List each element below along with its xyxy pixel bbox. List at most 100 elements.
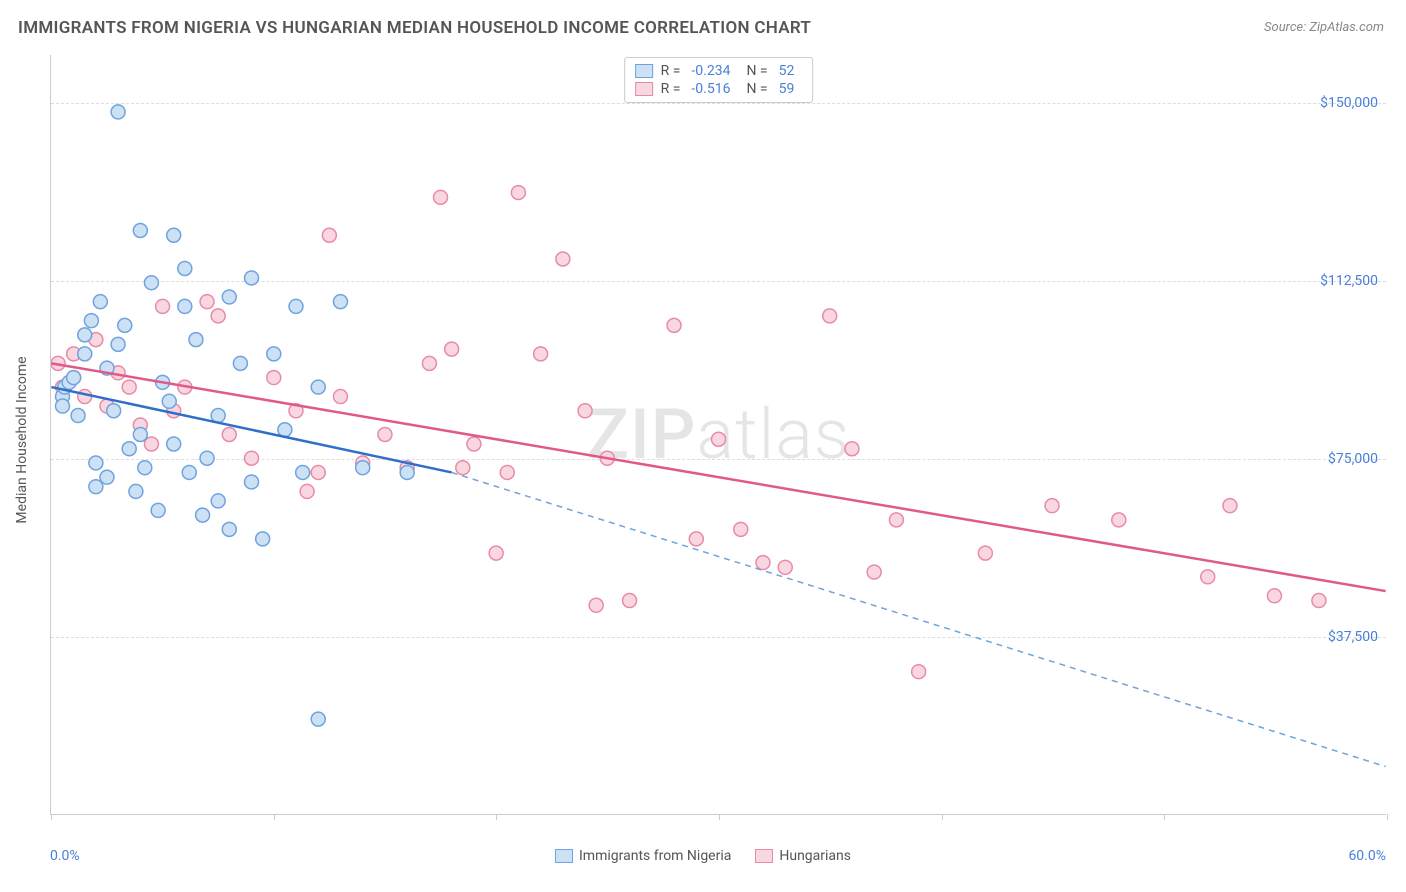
legend-top-row: R = -0.516 N = 59 [635, 80, 803, 98]
data-point [778, 560, 792, 574]
data-point [84, 314, 98, 328]
data-point [167, 437, 181, 451]
x-max-label: 60.0% [1348, 848, 1386, 864]
legend-r-label: R = [661, 81, 681, 97]
chart-title: IMMIGRANTS FROM NIGERIA VS HUNGARIAN MED… [18, 18, 811, 38]
data-point [56, 399, 70, 413]
data-point [823, 309, 837, 323]
data-point [912, 665, 926, 679]
y-axis-label: Median Household Income [14, 356, 30, 523]
data-point [356, 461, 370, 475]
data-point [133, 224, 147, 238]
data-point [889, 513, 903, 527]
data-point [245, 451, 259, 465]
data-point [196, 508, 210, 522]
x-tick [1164, 814, 1165, 820]
data-point [1201, 570, 1215, 584]
data-point [1312, 594, 1326, 608]
x-min-label: 0.0% [50, 848, 80, 864]
data-point [1223, 499, 1237, 513]
data-point [78, 347, 92, 361]
plot-area: ZIPatlas $37,500$75,000$112,500$150,000 … [50, 55, 1386, 815]
data-point [756, 556, 770, 570]
data-point [311, 380, 325, 394]
data-point [151, 503, 165, 517]
data-point [296, 465, 310, 479]
legend-swatch [555, 849, 573, 863]
data-point [467, 437, 481, 451]
data-point [100, 470, 114, 484]
data-point [311, 712, 325, 726]
data-point [178, 299, 192, 313]
data-point [867, 565, 881, 579]
data-point [122, 442, 136, 456]
data-point [107, 404, 121, 418]
data-point [712, 432, 726, 446]
data-point [1267, 589, 1281, 603]
data-point [144, 276, 158, 290]
data-point [978, 546, 992, 560]
data-point [182, 465, 196, 479]
legend-swatch [635, 64, 653, 78]
data-point [734, 522, 748, 536]
data-point [233, 356, 247, 370]
data-point [845, 442, 859, 456]
data-point [556, 252, 570, 266]
legend-series-label: Immigrants from Nigeria [579, 848, 731, 864]
legend-bottom-item: Hungarians [755, 848, 851, 864]
x-tick [274, 814, 275, 820]
data-point [138, 461, 152, 475]
data-point [689, 532, 703, 546]
data-point [1112, 513, 1126, 527]
data-point [118, 318, 132, 332]
data-point [333, 295, 347, 309]
data-point [322, 228, 336, 242]
data-point [93, 295, 107, 309]
x-tick [1387, 814, 1388, 820]
x-tick [942, 814, 943, 820]
data-point [222, 290, 236, 304]
data-point [129, 484, 143, 498]
legend-swatch [755, 849, 773, 863]
trend-line-dashed [452, 472, 1386, 766]
legend-n-value: 52 [779, 63, 795, 79]
data-point [111, 337, 125, 351]
data-point [222, 522, 236, 536]
data-point [578, 404, 592, 418]
data-point [200, 451, 214, 465]
legend-r-value: -0.234 [691, 63, 730, 79]
data-point [133, 428, 147, 442]
scatter-svg [51, 55, 1386, 814]
data-point [122, 380, 136, 394]
data-point [434, 190, 448, 204]
data-point [300, 484, 314, 498]
data-point [267, 371, 281, 385]
data-point [156, 299, 170, 313]
legend-bottom: Immigrants from Nigeria Hungarians [555, 848, 851, 864]
data-point [1045, 499, 1059, 513]
legend-n-value: 59 [779, 81, 795, 97]
data-point [589, 598, 603, 612]
data-point [89, 456, 103, 470]
data-point [167, 228, 181, 242]
data-point [211, 309, 225, 323]
data-point [534, 347, 548, 361]
data-point [289, 299, 303, 313]
data-point [623, 594, 637, 608]
legend-top-row: R = -0.234 N = 52 [635, 62, 803, 80]
data-point [311, 465, 325, 479]
data-point [256, 532, 270, 546]
data-point [667, 318, 681, 332]
data-point [489, 546, 503, 560]
data-point [267, 347, 281, 361]
data-point [511, 186, 525, 200]
data-point [422, 356, 436, 370]
data-point [222, 428, 236, 442]
legend-r-value: -0.516 [691, 81, 730, 97]
data-point [378, 428, 392, 442]
data-point [111, 105, 125, 119]
legend-n-label: N = [746, 63, 767, 79]
data-point [211, 494, 225, 508]
data-point [67, 371, 81, 385]
source-label: Source: ZipAtlas.com [1264, 20, 1384, 35]
